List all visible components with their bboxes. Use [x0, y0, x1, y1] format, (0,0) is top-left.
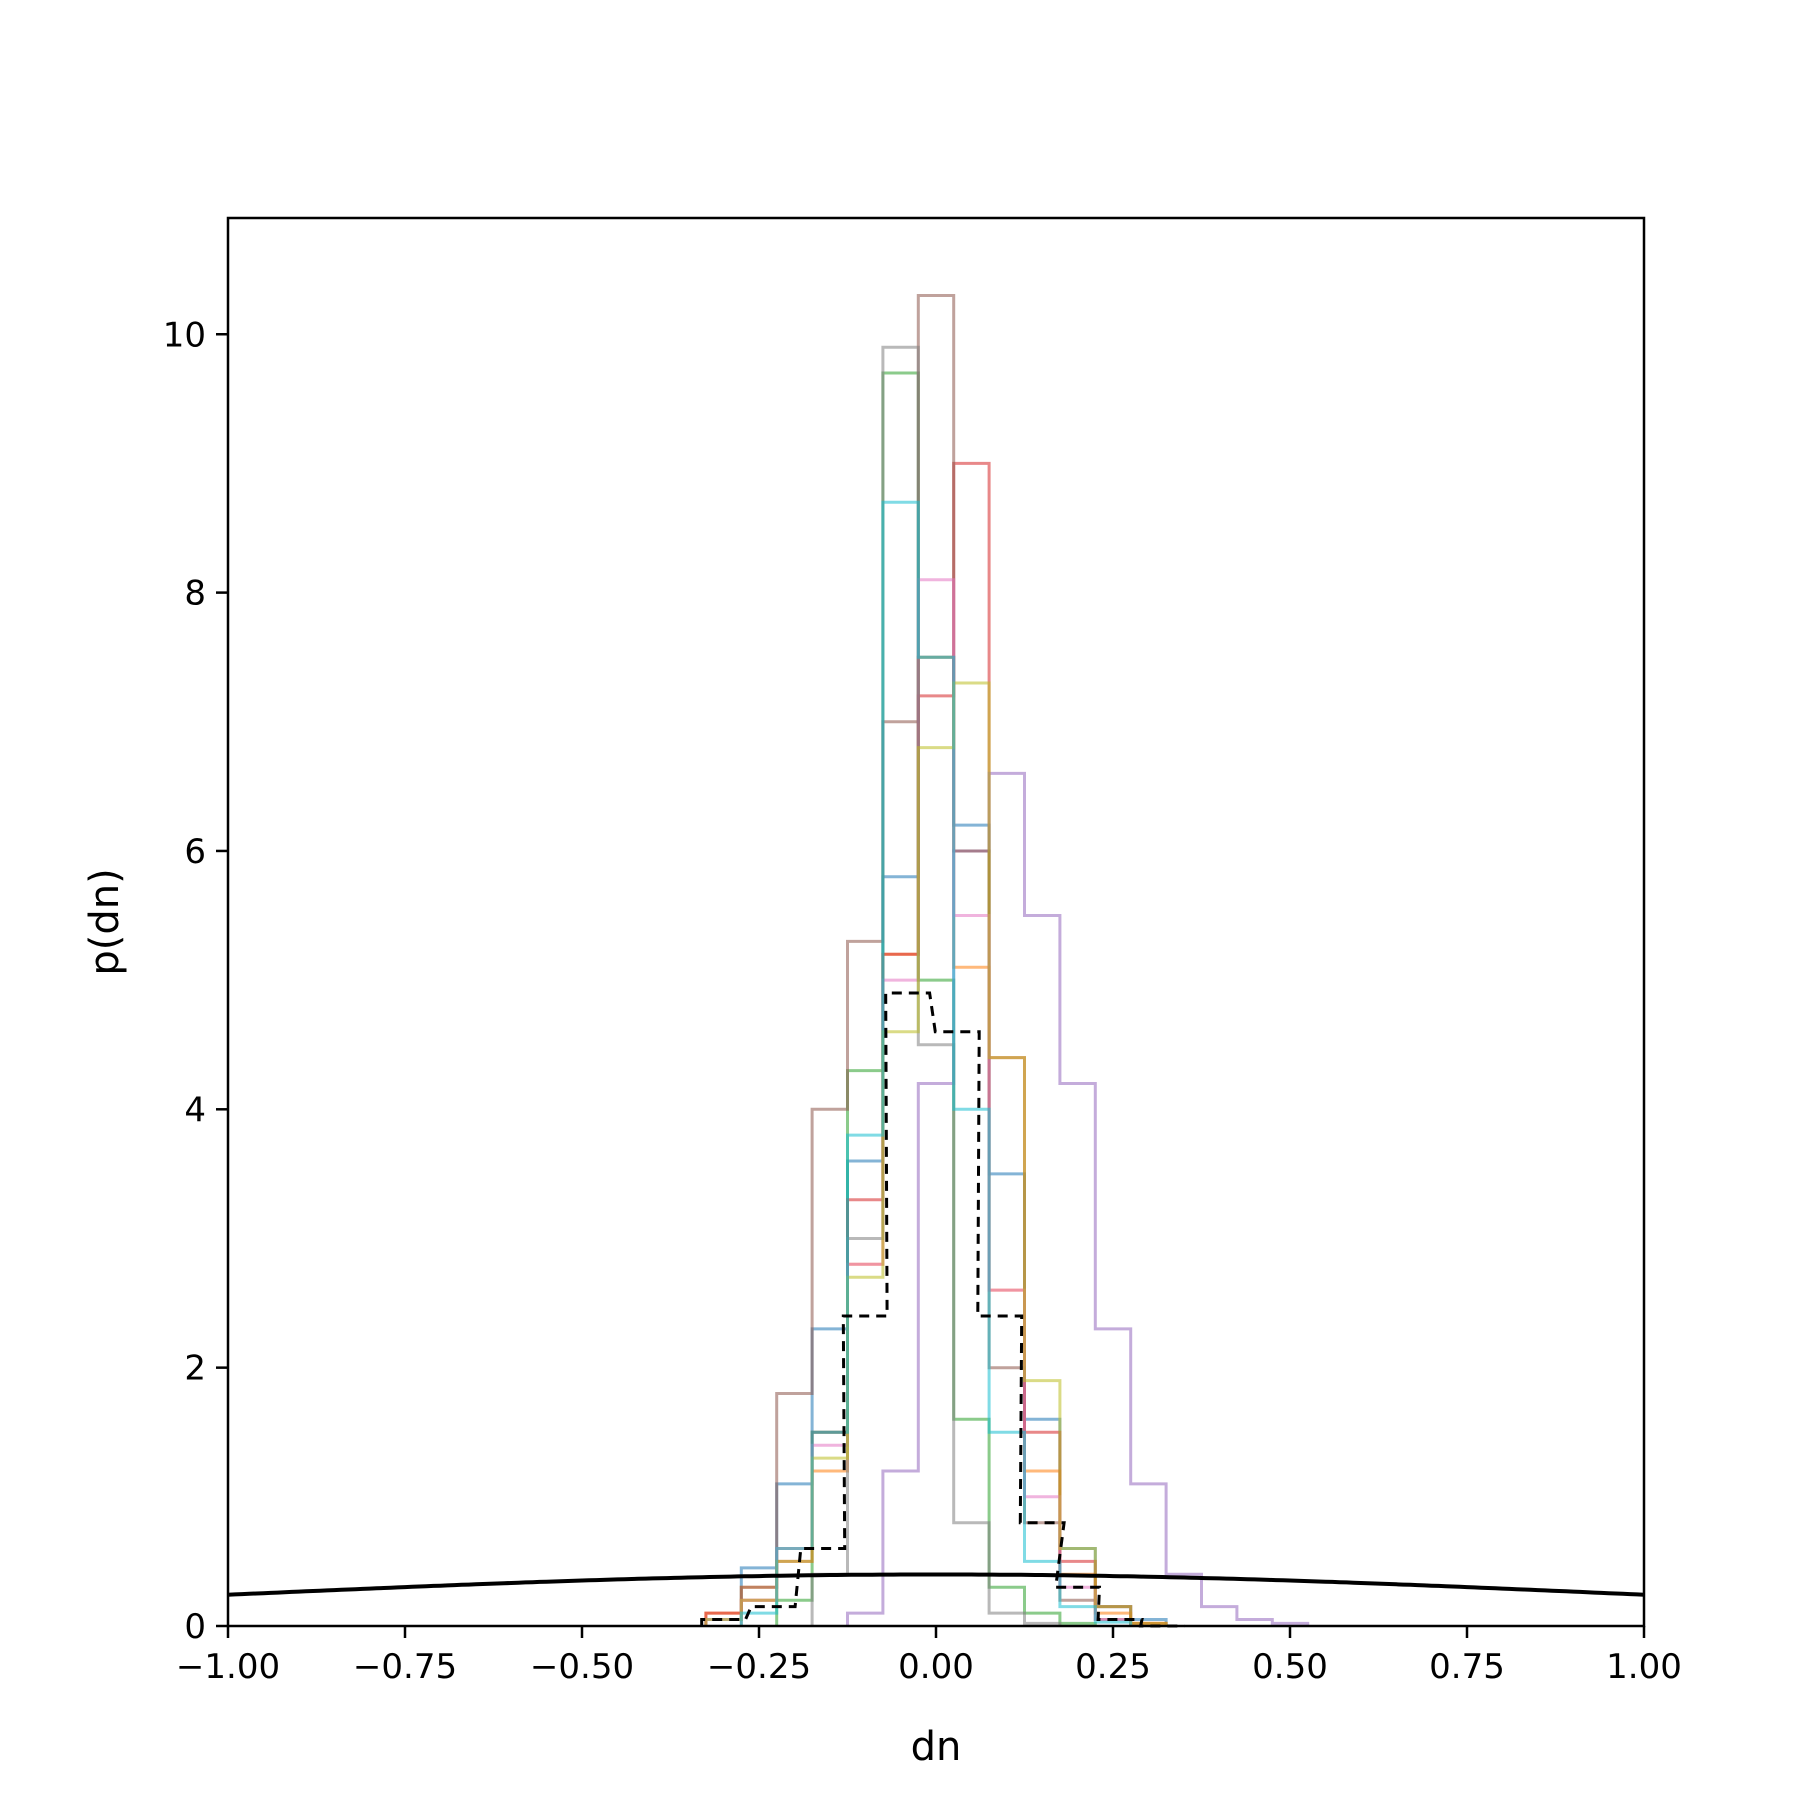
y-axis-ticks: 0 2 4 6 8 10 — [163, 315, 228, 1647]
y-axis-label: p(dn) — [82, 868, 128, 975]
x-tick-label: 0.75 — [1429, 1647, 1505, 1687]
histogram-series-5 — [846, 771, 1310, 1626]
x-tick-label: 0.00 — [898, 1647, 974, 1687]
x-tick-label: −0.75 — [353, 1647, 457, 1687]
x-tick-label: 1.00 — [1606, 1647, 1682, 1687]
histogram-series-6 — [739, 294, 1133, 1626]
y-tick-label: 8 — [184, 574, 206, 614]
y-tick-label: 4 — [184, 1090, 206, 1130]
plot-area — [227, 294, 1645, 1628]
y-tick-label: 6 — [184, 832, 206, 872]
y-tick-label: 0 — [184, 1607, 206, 1647]
x-tick-label: −0.50 — [530, 1647, 634, 1687]
x-tick-label: −1.00 — [176, 1647, 280, 1687]
histogram-series — [700, 294, 1310, 1628]
x-tick-label: 0.50 — [1252, 1647, 1328, 1687]
x-axis-ticks: −1.00 −0.75 −0.50 −0.25 0.00 0.25 0.50 0.75 1.00 — [176, 1626, 1682, 1687]
y-tick-label: 2 — [184, 1349, 206, 1389]
histogram-series-11 — [700, 991, 1185, 1628]
x-tick-label: −0.25 — [707, 1647, 811, 1687]
x-axis-label: dn — [911, 1724, 962, 1770]
y-tick-label: 10 — [163, 315, 206, 355]
x-tick-label: 0.25 — [1075, 1647, 1151, 1687]
normal-reference-curve — [227, 1572, 1645, 1597]
